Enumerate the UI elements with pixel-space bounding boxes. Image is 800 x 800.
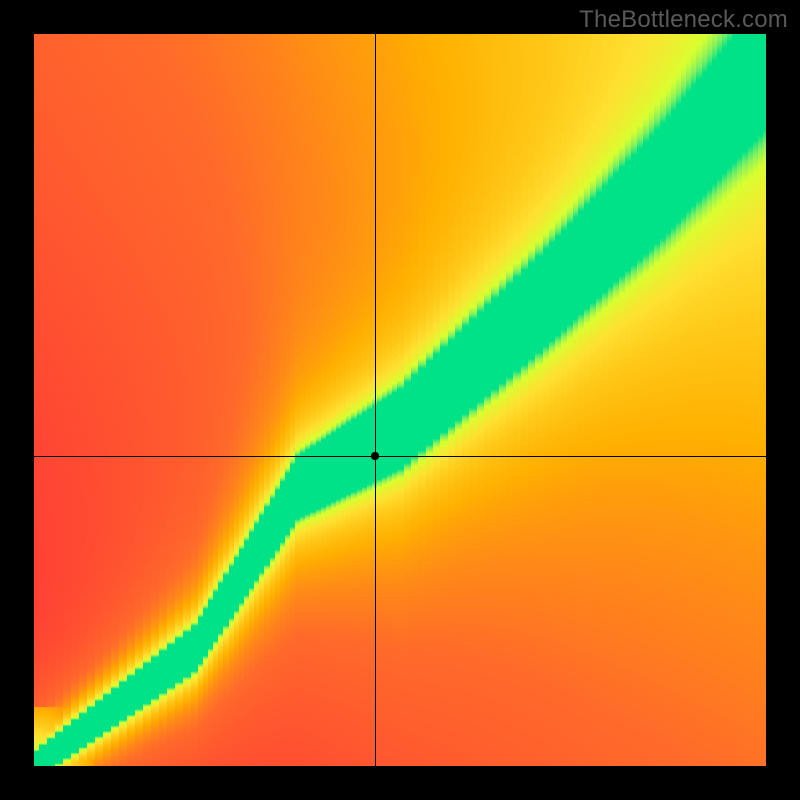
chart-container: TheBottleneck.com — [0, 0, 800, 800]
heatmap-canvas — [34, 34, 766, 766]
watermark-text: TheBottleneck.com — [579, 6, 788, 34]
heatmap-frame — [34, 34, 766, 766]
